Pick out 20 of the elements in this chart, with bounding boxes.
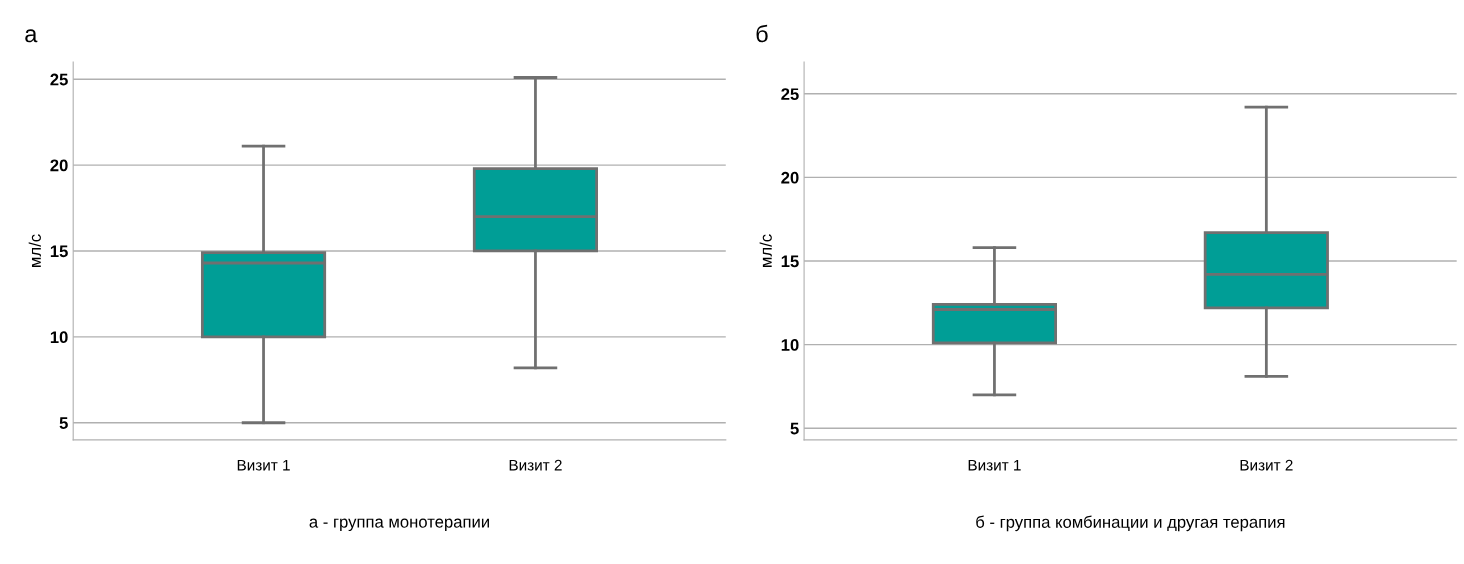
x-tick-label: Визит 2: [1240, 459, 1293, 471]
y-axis-title: мл/с: [759, 234, 772, 267]
y-tick-label: 15: [50, 245, 68, 258]
text: а - группа монотерапии: [309, 518, 489, 532]
y-tick-label: 5: [790, 422, 799, 435]
y-tick-label: 5: [59, 417, 68, 429]
y-tick-label: 25: [781, 88, 799, 101]
y-tick-label: 20: [50, 159, 68, 172]
x-tick-label: Визит 1: [237, 459, 290, 471]
text: б - группа комбинации и другая терапия: [976, 515, 1285, 532]
chart-title: а: [25, 29, 38, 43]
y-tick-label: 10: [50, 331, 68, 344]
x-tick-label: Визит 2: [509, 459, 562, 471]
y-tick-label: 15: [781, 255, 799, 268]
chart-title: б: [756, 24, 768, 43]
y-tick-label: 25: [50, 73, 68, 86]
y-tick-label: 20: [781, 171, 799, 184]
x-tick-label: Визит 1: [968, 459, 1021, 471]
y-tick-label: 10: [781, 339, 799, 351]
y-axis-title: мл/с: [28, 234, 41, 267]
